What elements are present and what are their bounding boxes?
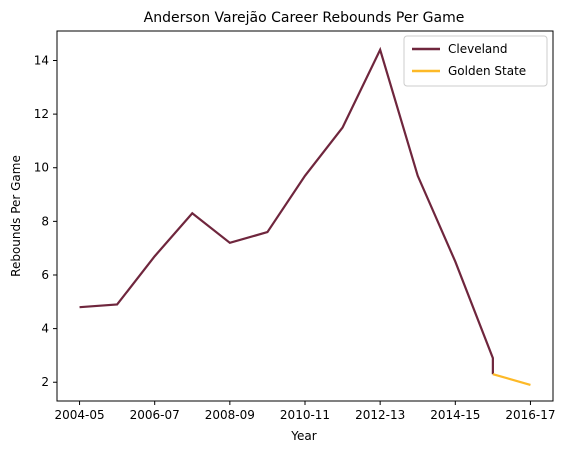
y-tick-label-10: 10 <box>34 161 49 175</box>
y-tick-label-14: 14 <box>34 53 49 67</box>
x-tick-label-2016-17: 2016-17 <box>505 408 555 422</box>
y-tick-label-12: 12 <box>34 107 49 121</box>
series-line-golden-state <box>492 373 531 386</box>
y-axis: 2 4 6 8 10 12 14 <box>34 53 57 389</box>
x-tick-label-2010-11: 2010-11 <box>280 408 330 422</box>
plot-area <box>79 46 531 386</box>
series-line-cleveland <box>79 46 494 375</box>
y-tick-label-2: 2 <box>41 375 49 389</box>
x-tick-label-2008-09: 2008-09 <box>205 408 255 422</box>
x-tick-label-2004-05: 2004-05 <box>54 408 104 422</box>
legend-label-cleveland: Cleveland <box>448 42 508 56</box>
x-axis-label: Year <box>290 429 316 443</box>
y-tick-label-8: 8 <box>41 214 49 228</box>
chart-title: Anderson Varejão Career Rebounds Per Gam… <box>144 10 465 26</box>
y-tick-label-4: 4 <box>41 322 49 336</box>
x-axis: 2004-05 2006-07 2008-09 2010-11 2012-13 2014-… <box>54 401 556 422</box>
y-tick-label-6: 6 <box>41 268 49 282</box>
x-tick-label-2014-15: 2014-15 <box>430 408 480 422</box>
x-tick-label-2006-07: 2006-07 <box>130 408 180 422</box>
legend-label-golden-state: Golden State <box>448 64 526 78</box>
legend: Cleveland Golden State <box>403 35 548 87</box>
y-axis-label: Rebounds Per Game <box>9 155 23 277</box>
x-tick-label-2012-13: 2012-13 <box>355 408 405 422</box>
